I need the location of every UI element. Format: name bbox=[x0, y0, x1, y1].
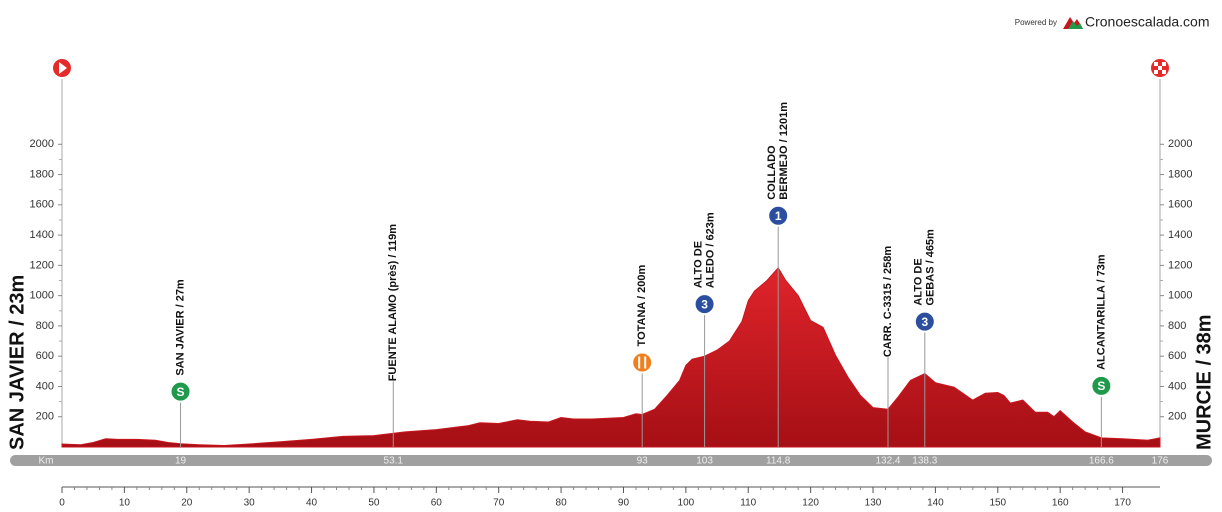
x-tick-label: 10 bbox=[119, 498, 131, 509]
waypoint-icon bbox=[913, 310, 936, 333]
x-tick-label: 130 bbox=[865, 498, 882, 509]
km-marker: 93 bbox=[637, 456, 649, 467]
x-tick-label: 50 bbox=[368, 498, 380, 509]
waypoint-icon bbox=[631, 351, 654, 374]
x-tick-label: 0 bbox=[59, 498, 65, 509]
profile-area bbox=[61, 266, 1161, 448]
y-tick-label: 800 bbox=[1168, 320, 1186, 332]
y-tick-label: 200 bbox=[36, 411, 54, 423]
waypoint-label: SAN JAVIER / 27m bbox=[174, 279, 186, 376]
waypoint-icon-text: S bbox=[1097, 379, 1105, 393]
finish-check bbox=[1154, 62, 1158, 66]
finish-check bbox=[1162, 62, 1166, 66]
x-tick-label: 90 bbox=[618, 498, 630, 509]
waypoint-icon bbox=[169, 380, 192, 403]
side-label: SAN JAVIER / 23m bbox=[6, 275, 28, 450]
waypoint-label: ALCANTARILLA / 73m bbox=[1095, 254, 1107, 370]
finish-check bbox=[1154, 70, 1158, 74]
finish-check bbox=[1162, 70, 1166, 74]
km-marker: 53.1 bbox=[384, 456, 404, 467]
y-tick-label: 400 bbox=[36, 380, 54, 392]
y-tick-label: 400 bbox=[1168, 380, 1186, 392]
y-tick-label: 2000 bbox=[1168, 138, 1192, 150]
y-tick-label: 1000 bbox=[30, 290, 54, 302]
km-marker: 166.6 bbox=[1089, 456, 1114, 467]
y-tick-label: 1200 bbox=[1168, 259, 1192, 271]
km-marker: 138.3 bbox=[912, 456, 937, 467]
km-marker: 103 bbox=[696, 456, 713, 467]
x-tick-label: 120 bbox=[802, 498, 819, 509]
x-tick-label: 20 bbox=[181, 498, 193, 509]
x-tick-label: 70 bbox=[493, 498, 505, 509]
y-tick-label: 1600 bbox=[1168, 199, 1192, 211]
km-marker: 176 bbox=[1152, 456, 1169, 467]
waypoint-label: ALTO DE bbox=[692, 241, 704, 288]
x-tick-label: 40 bbox=[306, 498, 318, 509]
y-tick-label: 1000 bbox=[1168, 290, 1192, 302]
waypoint-icon-text: S bbox=[177, 385, 185, 399]
x-tick-label: 80 bbox=[556, 498, 568, 509]
waypoint-label: COLLADO bbox=[766, 145, 778, 200]
y-tick-label: 1400 bbox=[1168, 229, 1192, 241]
y-tick-label: 1600 bbox=[30, 199, 54, 211]
waypoint-icon-text: 3 bbox=[701, 297, 708, 311]
waypoint-label: FUENTE ALAMO (près) / 119m bbox=[387, 224, 399, 382]
waypoint-label: ALTO DE bbox=[913, 258, 925, 305]
x-tick-label: 30 bbox=[244, 498, 256, 509]
y-tick-label: 800 bbox=[36, 320, 54, 332]
powered-by: Powered by bbox=[1015, 18, 1057, 27]
km-marker: 114.8 bbox=[766, 456, 791, 467]
km-bar bbox=[10, 455, 1212, 466]
y-tick-label: 1400 bbox=[30, 229, 54, 241]
brand: Cronoescalada.com bbox=[1085, 14, 1210, 30]
waypoint-icon bbox=[693, 293, 716, 316]
finish-check bbox=[1158, 66, 1162, 70]
waypoint-icon-text: 3 bbox=[921, 315, 928, 329]
waypoint-label: CARR. C-3315 / 258m bbox=[882, 246, 894, 357]
waypoint-label: GEBAS / 465m bbox=[925, 229, 937, 306]
waypoint-icon bbox=[1090, 374, 1113, 397]
waypoint-icon-text: 1 bbox=[775, 209, 782, 223]
x-tick-label: 60 bbox=[431, 498, 443, 509]
x-tick-label: 110 bbox=[740, 498, 756, 509]
km-marker: 19 bbox=[175, 456, 187, 467]
waypoint-label: ALEDO / 623m bbox=[704, 212, 716, 288]
y-tick-label: 1200 bbox=[30, 259, 54, 271]
x-tick-label: 170 bbox=[1114, 498, 1131, 509]
x-tick-label: 150 bbox=[989, 498, 1006, 509]
waypoint-icon bbox=[767, 204, 790, 227]
x-tick-label: 160 bbox=[1052, 498, 1069, 509]
y-tick-label: 1800 bbox=[30, 168, 54, 180]
brand-logo-accent bbox=[1068, 21, 1083, 29]
side-label: MURCIE / 38m bbox=[1193, 314, 1215, 450]
km-label: Km bbox=[39, 456, 54, 467]
waypoint-label: TOTANA / 200m bbox=[636, 265, 648, 347]
y-tick-label: 2000 bbox=[30, 138, 54, 150]
km-marker: 132.4 bbox=[875, 456, 900, 467]
y-tick-label: 600 bbox=[36, 350, 54, 362]
x-tick-label: 100 bbox=[678, 498, 695, 509]
start-arrow bbox=[59, 62, 67, 74]
x-tick-label: 140 bbox=[927, 498, 944, 509]
waypoint-label: BERMEJO / 1201m bbox=[778, 102, 790, 200]
y-tick-label: 200 bbox=[1168, 411, 1186, 423]
y-tick-label: 1800 bbox=[1168, 168, 1192, 180]
y-tick-label: 600 bbox=[1168, 350, 1186, 362]
feed-icon bbox=[638, 356, 647, 369]
